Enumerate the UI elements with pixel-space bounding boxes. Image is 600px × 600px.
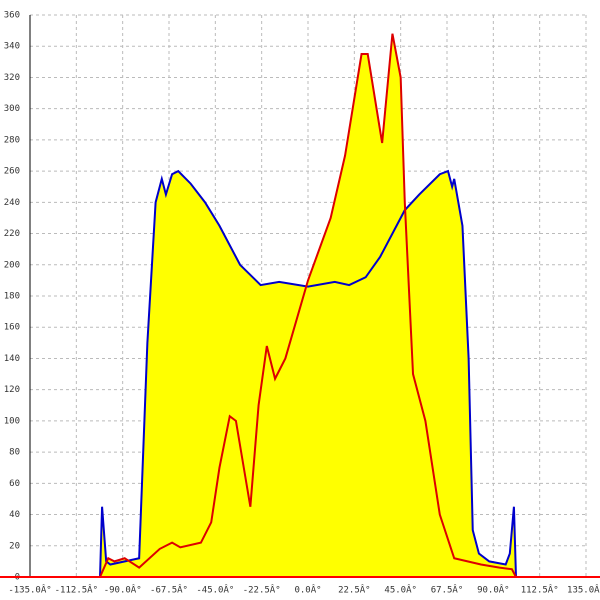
x-tick-label: -135.0Â° bbox=[8, 584, 51, 596]
series-line bbox=[99, 169, 517, 578]
x-tick-label: -22.5Â° bbox=[243, 584, 281, 596]
x-tick-label: 90.0Â° bbox=[477, 584, 510, 596]
y-tick-label: 340 bbox=[4, 42, 20, 52]
y-tick-label: 80 bbox=[9, 448, 20, 458]
y-tick-label: 220 bbox=[4, 229, 20, 239]
x-tick-label: 0.0Â° bbox=[294, 584, 321, 596]
y-tick-label: 200 bbox=[4, 260, 20, 270]
y-tick-label: 180 bbox=[4, 292, 20, 302]
y-tick-label: 300 bbox=[4, 104, 20, 114]
y-tick-label: 280 bbox=[4, 135, 20, 145]
x-tick-label: 45.0Â° bbox=[384, 584, 417, 596]
x-tick-label: 112.5Â° bbox=[521, 584, 559, 596]
y-tick-label: 140 bbox=[4, 354, 20, 364]
area-fill bbox=[100, 33, 516, 577]
y-tick-label: 120 bbox=[4, 385, 20, 395]
y-tick-label: 60 bbox=[9, 479, 20, 489]
x-tick-label: -112.5Â° bbox=[55, 584, 98, 596]
series-line bbox=[99, 33, 517, 578]
y-tick-label: 320 bbox=[4, 73, 20, 83]
x-tick-label: -67.5Â° bbox=[150, 584, 188, 596]
x-tick-label: -45.0Â° bbox=[196, 584, 234, 596]
x-tick-label: 22.5Â° bbox=[338, 584, 371, 596]
y-tick-label: 240 bbox=[4, 198, 20, 208]
y-tick-label: 100 bbox=[4, 416, 20, 426]
x-tick-label: 135.0Â° bbox=[567, 584, 600, 596]
y-tick-label: 260 bbox=[4, 167, 20, 177]
y-tick-label: 360 bbox=[4, 11, 20, 21]
y-tick-label: 160 bbox=[4, 323, 20, 333]
x-tick-label: 67.5Â° bbox=[431, 584, 464, 596]
x-tick-label: -90.0Â° bbox=[104, 584, 142, 596]
y-tick-label: 20 bbox=[9, 541, 20, 551]
y-tick-label: 40 bbox=[9, 510, 20, 520]
